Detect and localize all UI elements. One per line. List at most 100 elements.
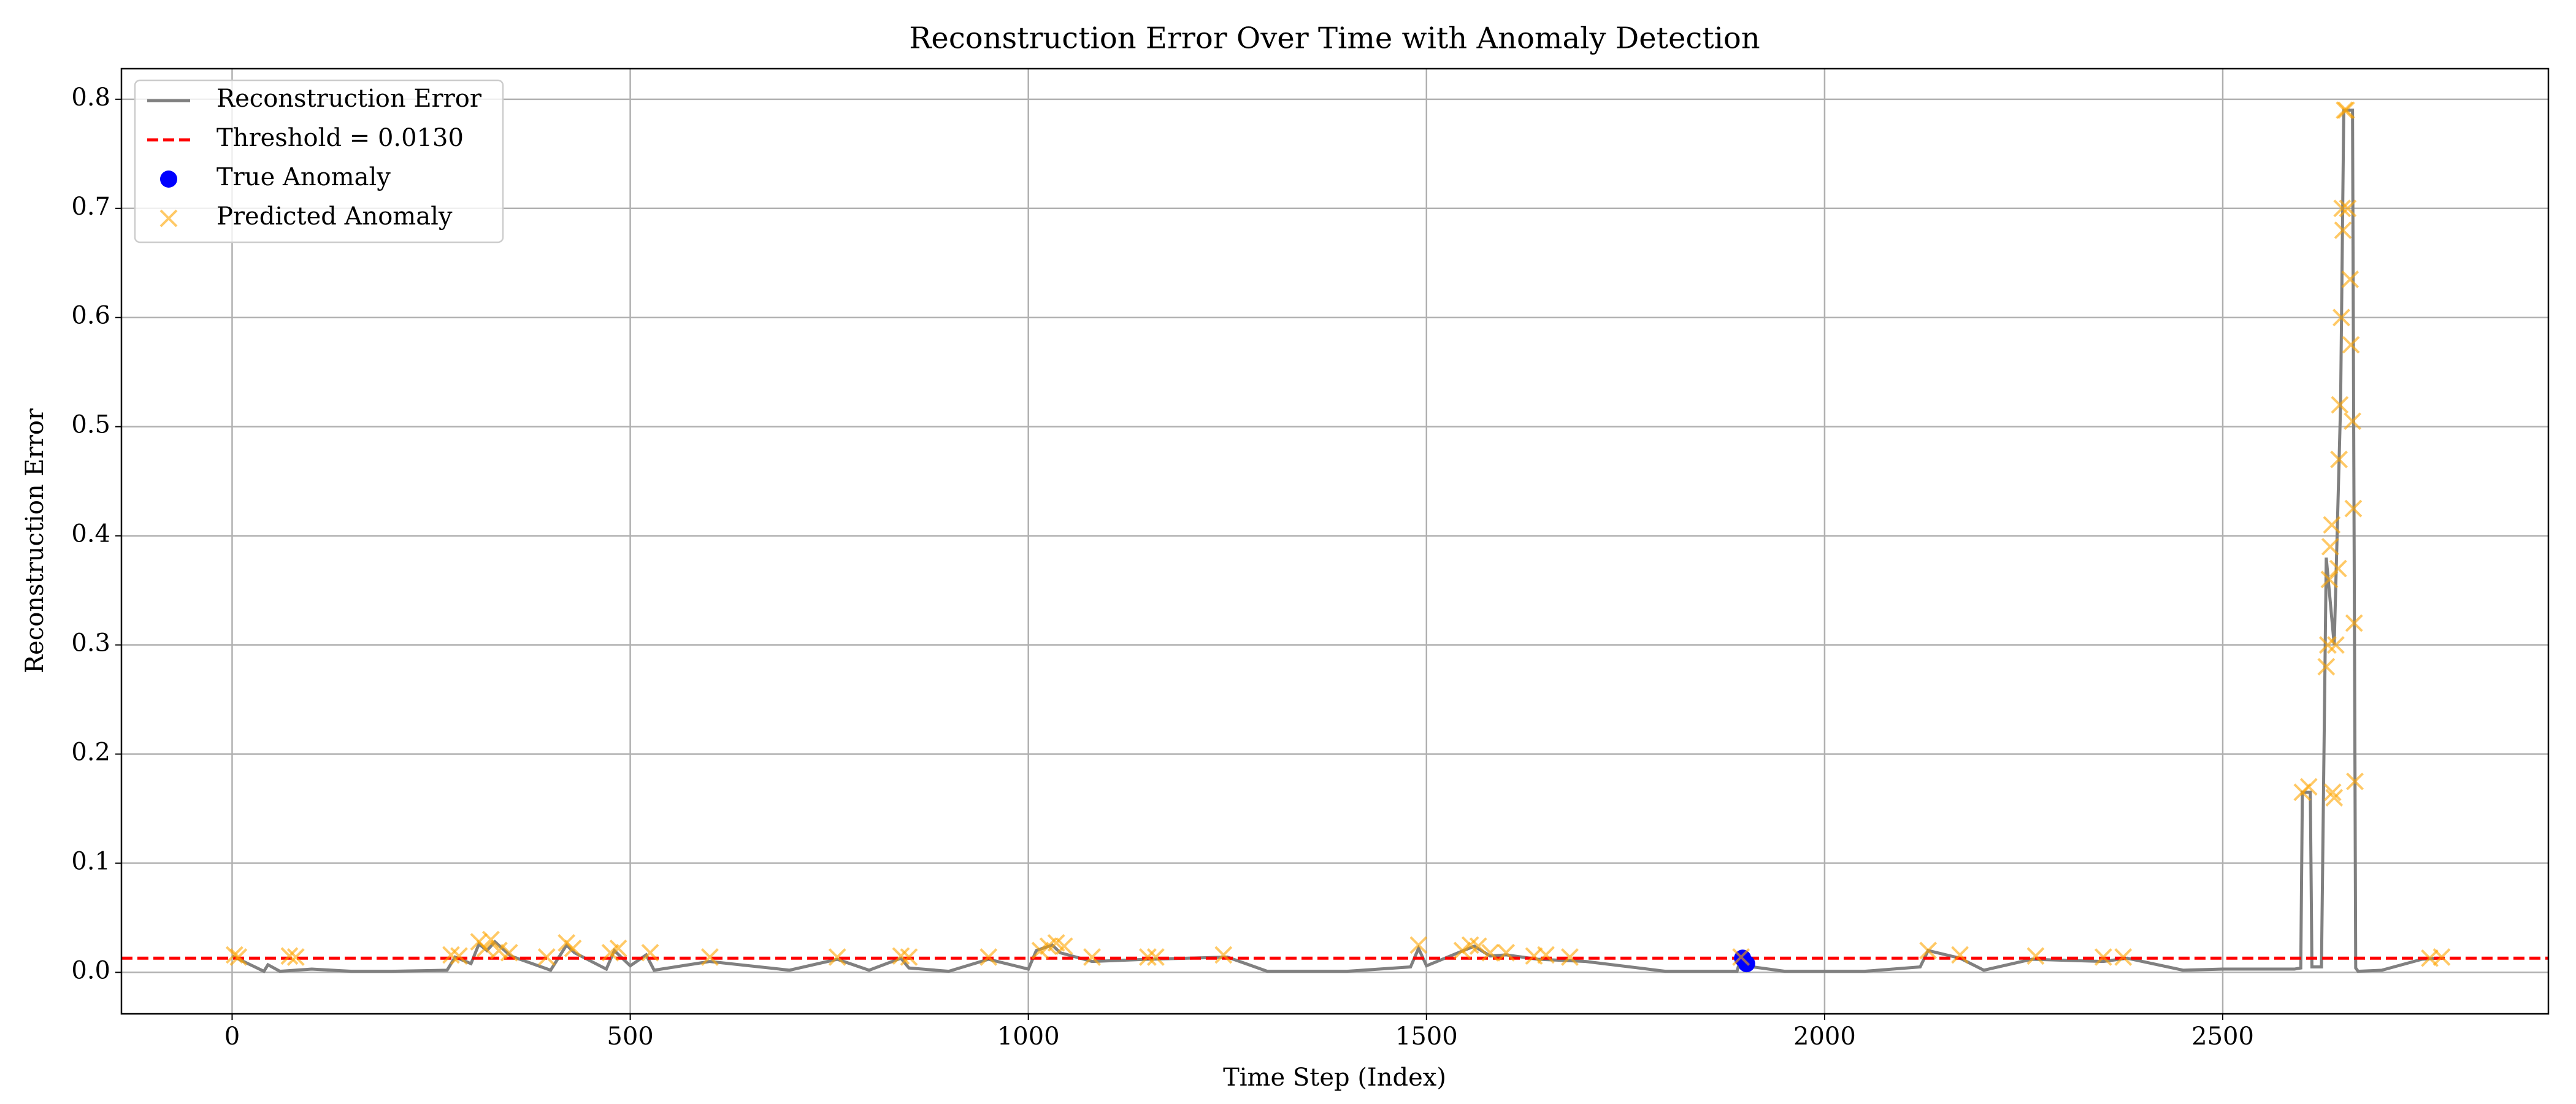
cross-stroke <box>700 948 719 966</box>
cross-stroke <box>609 939 627 957</box>
y-tick-label: 0.0 <box>71 956 110 984</box>
cross-stroke <box>2342 335 2360 354</box>
predicted-anomaly <box>489 941 508 960</box>
predicted-anomaly <box>2331 396 2349 414</box>
predicted-anomaly <box>2323 783 2342 802</box>
cross-stroke <box>280 947 299 965</box>
cross-stroke <box>2346 772 2364 791</box>
x-tick-label: 2500 <box>2191 1022 2254 1051</box>
predicted-anomaly <box>500 943 518 962</box>
cross-stroke <box>2325 789 2344 807</box>
predicted-anomaly <box>641 943 659 962</box>
cross-stroke <box>2321 537 2339 556</box>
cross-stroke <box>1481 943 1500 962</box>
predicted-anomaly <box>1481 943 1500 962</box>
y-tick-label: 0.4 <box>71 520 110 548</box>
predicted-anomaly <box>2333 199 2352 218</box>
predicted-anomaly <box>2346 772 2364 791</box>
predicted-anomaly <box>2094 948 2112 966</box>
plot-frame <box>120 67 2550 1015</box>
predicted-anomaly <box>1139 948 1157 966</box>
predicted-anomaly <box>609 939 627 957</box>
cross-stroke <box>2344 412 2362 431</box>
cross-stroke <box>481 930 500 949</box>
predicted-anomaly <box>225 946 243 964</box>
predicted-anomaly <box>2337 101 2355 120</box>
predicted-anomaly <box>1951 946 1969 964</box>
predicted-anomaly <box>229 948 248 966</box>
cross-stroke <box>225 946 243 964</box>
cross-stroke <box>286 948 305 966</box>
cross-stroke <box>450 947 468 965</box>
cross-stroke <box>2341 270 2359 288</box>
legend-label: True Anomaly <box>217 163 391 191</box>
x-tick-label: 2000 <box>1793 1022 1856 1051</box>
y-tick-label: 0.2 <box>71 738 110 766</box>
predicted-anomaly <box>2330 450 2348 469</box>
legend-box <box>134 79 504 243</box>
predicted-anomaly <box>2321 537 2339 556</box>
cross-stroke <box>900 948 918 966</box>
cross-stroke <box>229 948 248 966</box>
chart-title: Reconstruction Error Over Time with Anom… <box>909 21 1760 56</box>
predicted-anomaly <box>1469 937 1487 956</box>
cross-stroke <box>1453 941 1471 960</box>
x-tick-label: 0 <box>224 1022 240 1051</box>
predicted-anomaly <box>1919 941 1938 960</box>
predicted-anomaly <box>481 930 500 949</box>
legend-symbol <box>160 171 177 188</box>
cross-stroke <box>1919 941 1938 960</box>
cross-stroke <box>1561 948 1579 966</box>
cross-stroke <box>2329 559 2347 578</box>
predicted-anomaly <box>2026 947 2045 965</box>
x-tick-label: 500 <box>607 1022 653 1051</box>
predicted-anomaly <box>700 948 719 966</box>
predicted-anomaly <box>1453 941 1471 960</box>
x-tick-label: 1000 <box>997 1022 1060 1051</box>
cross-stroke <box>2299 778 2318 796</box>
cross-stroke <box>1409 936 1428 954</box>
predicted-anomaly <box>2341 270 2359 288</box>
predicted-anomaly <box>1214 946 1233 964</box>
cross-stroke <box>2345 614 2363 632</box>
predicted-anomaly <box>450 947 468 965</box>
predicted-anomaly <box>2344 499 2363 518</box>
predicted-anomaly <box>1497 943 1516 962</box>
y-tick-label: 0.1 <box>71 847 110 875</box>
predicted-anomaly <box>1055 937 1073 956</box>
cross-stroke <box>2323 516 2341 534</box>
predicted-anomaly <box>2317 657 2336 676</box>
predicted-anomaly <box>2344 412 2362 431</box>
predicted-anomaly <box>2323 516 2341 534</box>
x-tick-label: 1500 <box>1395 1022 1458 1051</box>
cross-stroke <box>2317 657 2336 676</box>
predicted-anomaly <box>2325 789 2344 807</box>
y-tick-label: 0.3 <box>71 629 110 657</box>
cross-stroke <box>2026 947 2045 965</box>
cross-stroke <box>1083 948 1101 966</box>
predicted-anomaly <box>2339 199 2357 218</box>
legend-symbol <box>159 209 178 228</box>
legend-label: Reconstruction Error <box>217 85 482 113</box>
cross-stroke <box>564 939 582 957</box>
predicted-anomaly <box>2432 948 2451 966</box>
predicted-anomaly <box>1537 946 1555 964</box>
predicted-anomaly <box>2345 614 2363 632</box>
y-tick-label: 0.5 <box>71 411 110 439</box>
legend-label: Threshold = 0.0130 <box>217 124 464 152</box>
cross-stroke <box>1214 946 1233 964</box>
cross-stroke <box>2330 450 2348 469</box>
cross-stroke <box>2333 309 2350 327</box>
cross-stroke <box>1537 946 1555 964</box>
predicted-anomaly <box>900 948 918 966</box>
cross-stroke <box>2331 396 2349 414</box>
cross-stroke <box>641 943 659 962</box>
predicted-anomaly <box>537 948 556 966</box>
cross-stroke <box>2094 948 2112 966</box>
cross-stroke <box>1469 937 1487 956</box>
predicted-anomaly <box>2333 309 2350 327</box>
predicted-anomaly <box>1146 948 1165 966</box>
cross-stroke <box>159 209 178 228</box>
